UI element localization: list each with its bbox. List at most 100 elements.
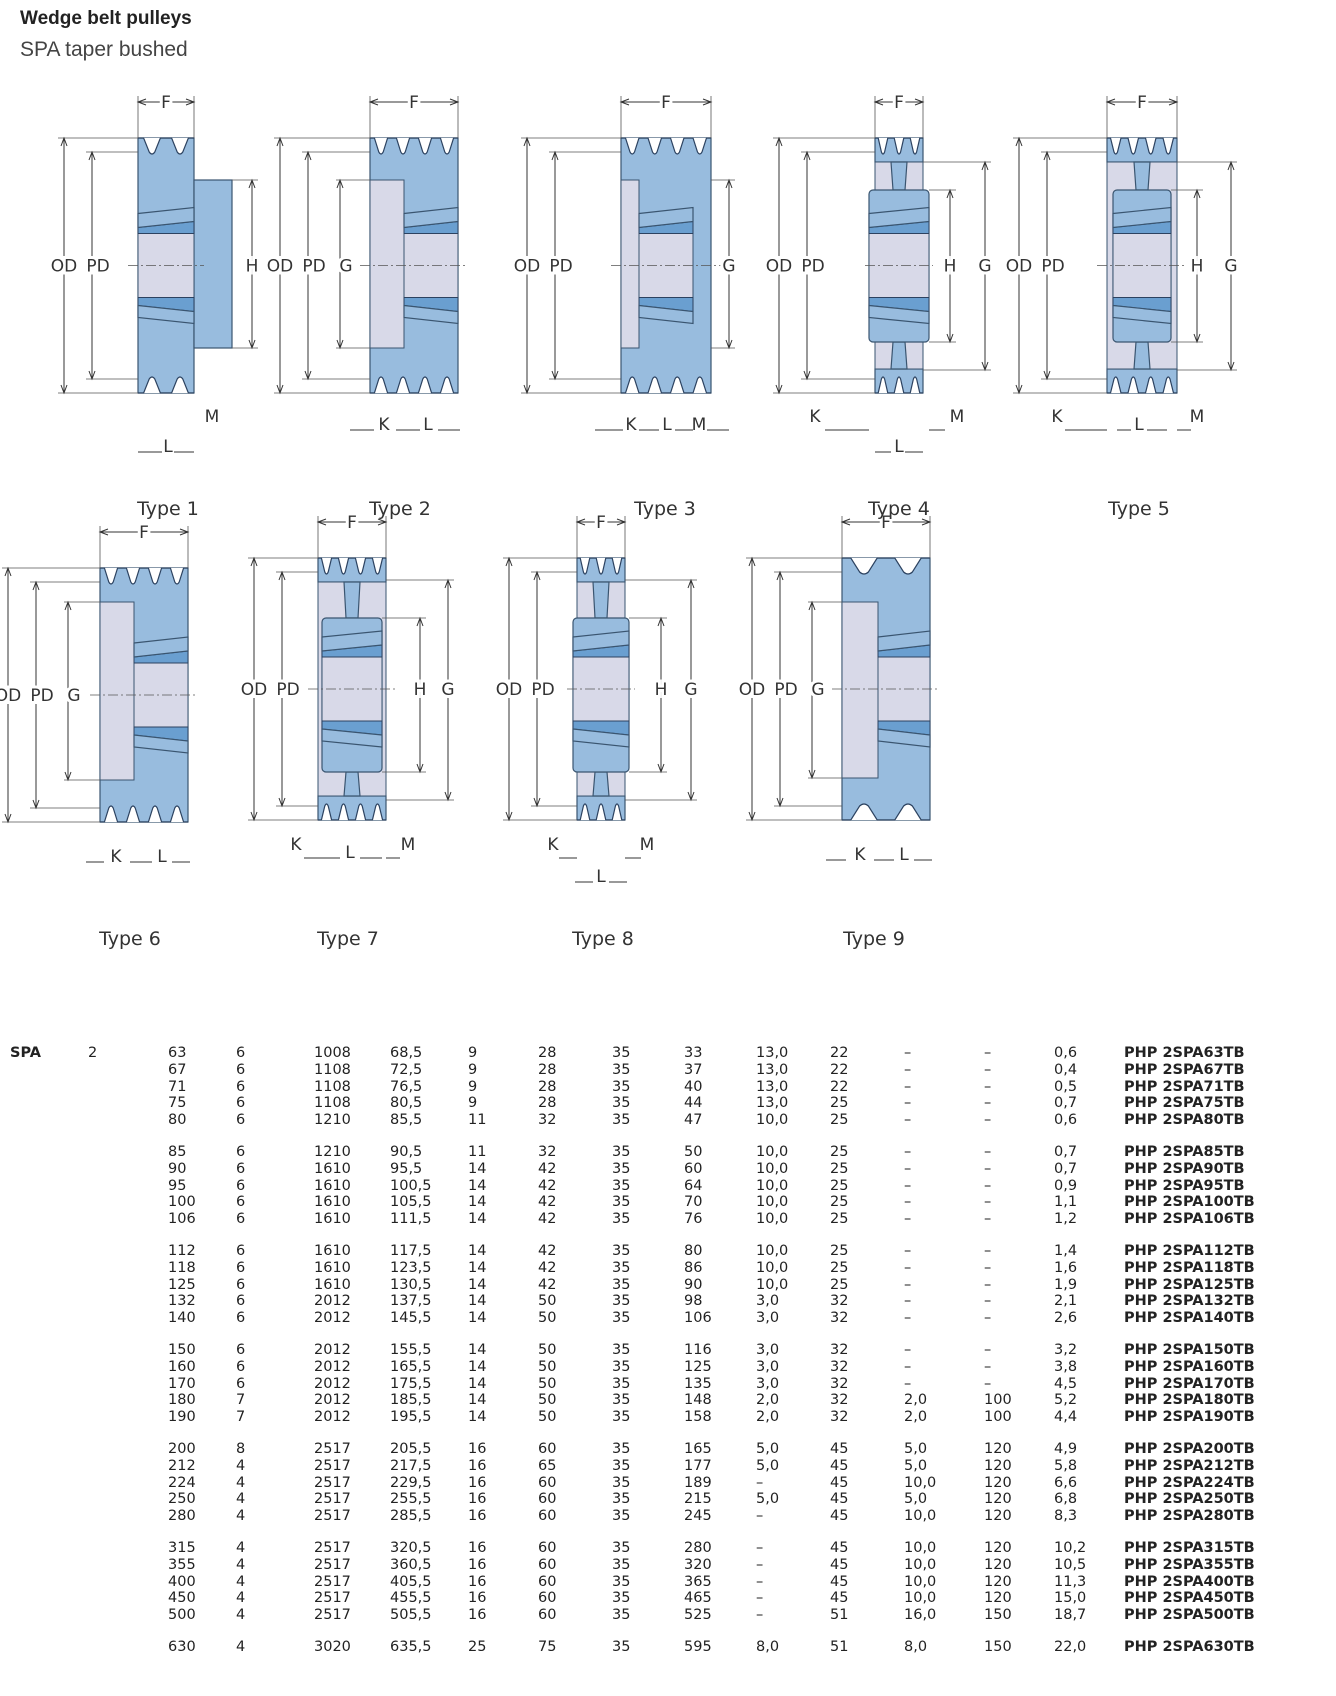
k-label: K xyxy=(1051,407,1063,427)
designation-cell: PHP 2SPA75TB xyxy=(1124,1095,1245,1112)
table-cell: – xyxy=(904,1243,912,1259)
arrow-icon xyxy=(702,98,713,106)
table-cell: – xyxy=(756,1607,764,1624)
arrow-icon xyxy=(179,528,190,536)
designation-cell: PHP 2SPA170TB xyxy=(1124,1375,1255,1392)
taper-bush-flange xyxy=(137,304,195,325)
table-cell: 137,5 xyxy=(390,1293,432,1310)
arrow-icon xyxy=(250,556,258,567)
arrow-icon xyxy=(748,556,756,567)
table-cell: 4 xyxy=(236,1639,246,1655)
table-cell: 4,5 xyxy=(1054,1375,1078,1392)
designation-cell: PHP 2SPA450TB xyxy=(1124,1590,1255,1607)
table-cell: 13,0 xyxy=(756,1095,789,1112)
table-cell: 455,5 xyxy=(390,1590,432,1607)
arrow-icon xyxy=(505,556,513,567)
table-cell: 45 xyxy=(830,1590,849,1607)
table-cell: 76,5 xyxy=(390,1078,423,1095)
type-label-2: Type 2 xyxy=(369,498,431,520)
table-cell: 355 xyxy=(168,1556,196,1573)
table-cell: 75 xyxy=(168,1095,187,1112)
pd-label: PD xyxy=(30,686,53,706)
groove-profile xyxy=(318,803,386,821)
groove-profile xyxy=(138,376,194,394)
table-cell: 4 xyxy=(236,1491,246,1508)
table-cell: 7 xyxy=(236,1409,246,1426)
designation-cell: PHP 2SPA355TB xyxy=(1124,1556,1255,1573)
table-cell: 14 xyxy=(468,1259,487,1276)
table-cell: 14 xyxy=(468,1243,487,1259)
pulley-diagram-type-6: OD PD G F K L xyxy=(0,510,240,930)
arrow-icon xyxy=(914,98,925,106)
table-cell: 10,0 xyxy=(904,1474,937,1491)
groove-profile xyxy=(370,137,458,155)
table-cell: 22 xyxy=(830,1045,849,1061)
arrow-icon xyxy=(533,570,541,581)
table-cell: 50 xyxy=(538,1342,557,1358)
table-cell: 0,4 xyxy=(1054,1061,1078,1078)
table-cell: 95 xyxy=(168,1177,187,1194)
arrow-icon xyxy=(4,566,12,577)
table-cell: 60 xyxy=(538,1556,557,1573)
arrow-icon xyxy=(185,98,196,106)
pulley-diagram-type-1: OD PD H F M L xyxy=(40,80,262,500)
table-cell: – xyxy=(756,1556,764,1573)
table-cell: 60 xyxy=(684,1160,703,1177)
pulley-arm xyxy=(1133,161,1151,191)
table-cell: 45 xyxy=(830,1573,849,1590)
arrow-icon xyxy=(60,136,68,147)
h-label: H xyxy=(944,257,957,277)
pulley-arm xyxy=(890,341,908,370)
pulley-diagram-type-2: OD PD G F K L xyxy=(264,80,500,500)
table-cell: 35 xyxy=(612,1358,631,1375)
table-cell: 45 xyxy=(830,1556,849,1573)
arrow-icon xyxy=(4,813,12,824)
table-cell: 60 xyxy=(538,1508,557,1525)
table-cell: 14 xyxy=(468,1310,487,1327)
table-cell: 505,5 xyxy=(390,1607,432,1624)
table-cell: 25 xyxy=(830,1243,849,1259)
k-label: K xyxy=(110,847,122,867)
arrow-icon xyxy=(1105,98,1116,106)
table-cell: 0,6 xyxy=(1054,1045,1078,1061)
table-cell: 105,5 xyxy=(390,1194,432,1211)
table-cell: 150 xyxy=(984,1607,1012,1624)
groove-profile xyxy=(138,137,194,155)
table-cell: 1610 xyxy=(314,1160,351,1177)
table-cell: 1108 xyxy=(314,1078,351,1095)
table-cell: 10,0 xyxy=(756,1177,789,1194)
table-cell: 10,0 xyxy=(904,1540,937,1556)
table-cell: 95,5 xyxy=(390,1160,423,1177)
f-label: F xyxy=(139,523,149,543)
table-cell: 6 xyxy=(236,1078,246,1095)
f-label: F xyxy=(661,93,671,113)
table-cell: 35 xyxy=(612,1457,631,1474)
groove-profile xyxy=(100,567,188,585)
table-cell: 10,0 xyxy=(756,1112,789,1129)
g-label: G xyxy=(339,257,352,277)
table-cell: – xyxy=(984,1061,992,1078)
k-label: K xyxy=(854,845,866,865)
table-cell: 35 xyxy=(612,1474,631,1491)
groove-profile xyxy=(621,137,711,155)
arrow-icon xyxy=(1015,136,1023,147)
groove-profile xyxy=(621,376,711,394)
table-cell: 1,6 xyxy=(1054,1259,1078,1276)
page-title: Wedge belt pulleys xyxy=(20,8,192,29)
table-cell: – xyxy=(756,1573,764,1590)
table-cell: 175,5 xyxy=(390,1375,432,1392)
table-cell: 98 xyxy=(684,1293,703,1310)
table-cell: 25 xyxy=(830,1177,849,1194)
table-cell: 18,7 xyxy=(1054,1607,1087,1624)
designation-cell: PHP 2SPA280TB xyxy=(1124,1508,1255,1525)
table-cell: 2,0 xyxy=(756,1409,780,1426)
od-label: OD xyxy=(739,680,765,700)
table-cell: 1,4 xyxy=(1054,1243,1078,1259)
table-cell: – xyxy=(984,1144,992,1160)
table-cell: 4 xyxy=(236,1573,246,1590)
table-cell: 10,0 xyxy=(756,1276,789,1293)
table-cell: 14 xyxy=(468,1392,487,1409)
table-cell: 315 xyxy=(168,1540,196,1556)
table-cell: 1,9 xyxy=(1054,1276,1078,1293)
table-cell: 212 xyxy=(168,1457,196,1474)
